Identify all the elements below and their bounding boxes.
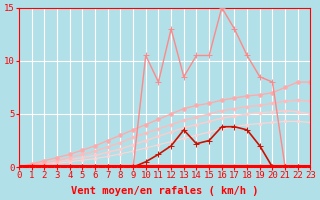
X-axis label: Vent moyen/en rafales ( km/h ): Vent moyen/en rafales ( km/h ): [71, 186, 259, 196]
